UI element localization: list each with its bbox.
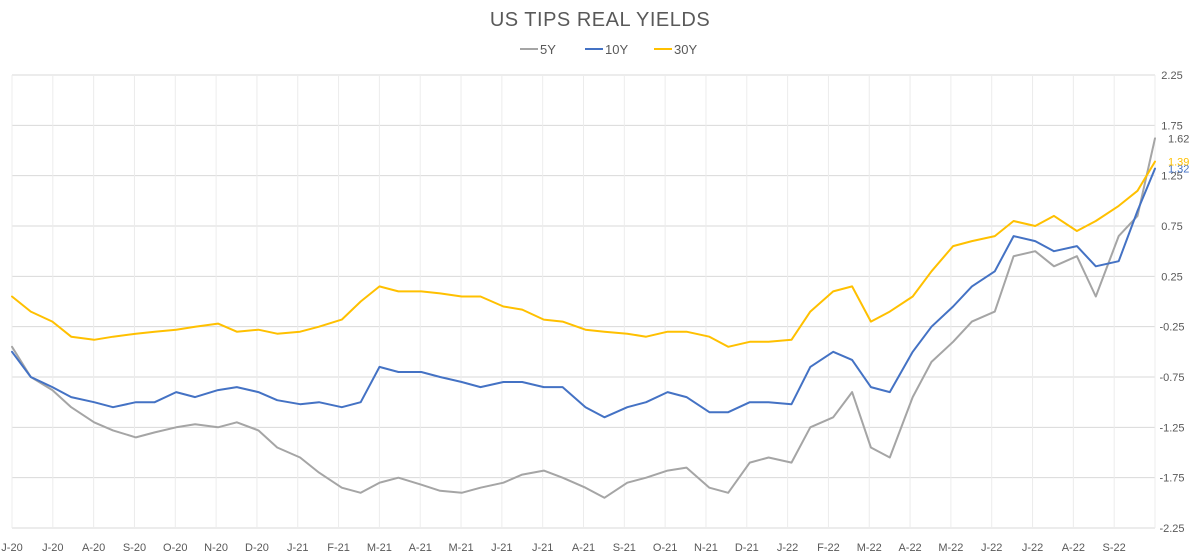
y-tick-label: 1.75: [1161, 120, 1182, 132]
end-labels: 1.62 1.321.39: [1168, 133, 1189, 175]
x-tick-label: S-20: [123, 542, 146, 554]
chart-title: US TIPS REAL YIELDS: [490, 9, 710, 31]
y-tick-label: -0.25: [1159, 322, 1184, 334]
x-tick-label: O-20: [163, 542, 187, 554]
x-tick-label: J-22: [1022, 542, 1043, 554]
x-tick-label: M-22: [857, 542, 882, 554]
y-tick-label: 0.25: [1161, 271, 1182, 283]
y-axis: 2.25 1.75 1.25 0.75 0.25 -0.25 -0.75 -1.25 -1.75…: [1159, 70, 1184, 535]
x-tick-label: M-22: [938, 542, 963, 554]
y-tick-label: 0.75: [1161, 221, 1182, 233]
legend-item: 5Y: [520, 42, 556, 57]
legend-label: 30Y: [674, 42, 697, 57]
y-tick-label: -2.25: [1159, 523, 1184, 535]
x-tick-label: M-21: [367, 542, 392, 554]
y-tick-label: -0.75: [1159, 372, 1184, 384]
x-tick-label: S-22: [1103, 542, 1126, 554]
x-tick-label: F-22: [817, 542, 840, 554]
y-tick-label: 1.25: [1161, 171, 1182, 183]
y-tick-label: -1.25: [1159, 422, 1184, 434]
x-tick-label: F-21: [327, 542, 350, 554]
series-layer: [11, 137, 1156, 499]
x-tick-label: J-21: [491, 542, 512, 554]
x-tick-label: A-21: [409, 542, 432, 554]
legend-label: 10Y: [605, 42, 628, 57]
x-tick-label: A-22: [1062, 542, 1085, 554]
legend: 5Y 10Y 30Y: [520, 42, 697, 57]
end-label-5y: 1.62: [1168, 133, 1189, 145]
x-tick-label: O-21: [653, 542, 677, 554]
y-tick-label: 2.25: [1161, 70, 1182, 82]
legend-item: 30Y: [654, 42, 697, 57]
x-tick-label: M-21: [449, 542, 474, 554]
legend-label: 5Y: [540, 42, 556, 57]
x-tick-label: J-20: [1, 542, 22, 554]
x-tick-label: A-21: [572, 542, 595, 554]
y-tick-label: -1.75: [1159, 473, 1184, 485]
x-axis: J-20 J-20 A-20 S-20 O-20 N-20 D-20 J-21 F-21 M-21…: [1, 542, 1126, 554]
legend-item: 10Y: [585, 42, 628, 57]
x-tick-label: J-22: [777, 542, 798, 554]
series-line-5y: [11, 137, 1156, 499]
series-line-30y: [11, 160, 1156, 348]
x-tick-label: J-20: [42, 542, 63, 554]
x-tick-label: J-21: [287, 542, 308, 554]
end-label-10y: 1.32: [1168, 164, 1189, 176]
grid: [11, 74, 1156, 529]
x-tick-label: D-20: [245, 542, 269, 554]
x-tick-label: D-21: [735, 542, 759, 554]
x-tick-label: S-21: [613, 542, 636, 554]
x-tick-label: A-22: [898, 542, 921, 554]
x-tick-label: A-20: [82, 542, 105, 554]
x-tick-label: N-21: [694, 542, 718, 554]
x-tick-label: J-22: [981, 542, 1002, 554]
end-label-30y: 1.39: [1168, 157, 1189, 169]
x-tick-label: J-21: [532, 542, 553, 554]
series-line-10y: [11, 167, 1156, 419]
x-tick-label: N-20: [204, 542, 228, 554]
